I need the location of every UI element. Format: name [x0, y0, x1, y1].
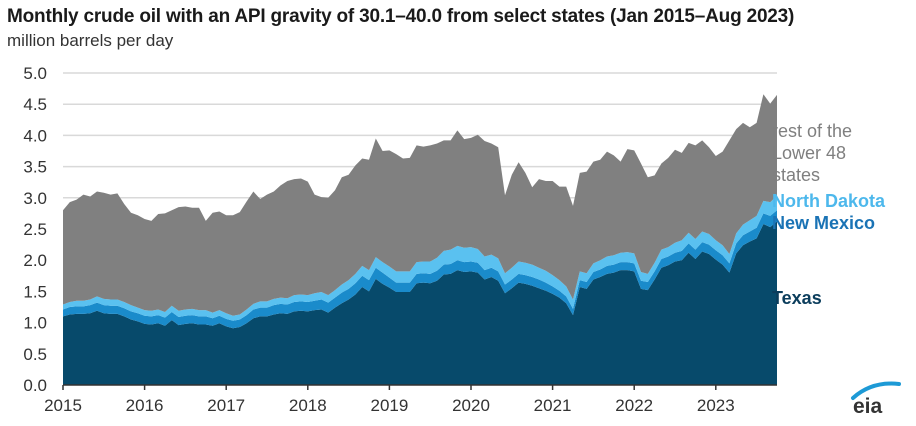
x-tick-label: 2021: [534, 396, 572, 415]
legend: rest of the Lower 48 states North Dakota…: [772, 121, 886, 308]
y-tick-label: 2.0: [23, 251, 47, 270]
y-tick-label: 5.0: [23, 64, 47, 83]
x-axis: 2015 2016 2017 2018 2019 2020 2021 2022 2023: [44, 385, 777, 415]
legend-rest-line1: rest of the: [772, 121, 852, 141]
y-tick-label: 3.0: [23, 189, 47, 208]
x-tick-label: 2017: [207, 396, 245, 415]
eia-logo: eia: [853, 384, 899, 418]
legend-new-mexico: New Mexico: [772, 213, 875, 233]
legend-rest-line3: states: [772, 165, 820, 185]
legend-north-dakota: North Dakota: [772, 191, 886, 211]
x-tick-label: 2023: [697, 396, 735, 415]
y-tick-label: 0.0: [23, 376, 47, 395]
x-tick-label: 2018: [289, 396, 327, 415]
x-tick-label: 2020: [452, 396, 490, 415]
x-tick-label: 2016: [126, 396, 164, 415]
legend-rest-line2: Lower 48: [772, 143, 846, 163]
eia-logo-text: eia: [853, 395, 883, 418]
y-tick-label: 4.0: [23, 126, 47, 145]
y-tick-label: 1.0: [23, 314, 47, 333]
y-tick-label: 0.5: [23, 345, 47, 364]
y-axis: 0.0 0.5 1.0 1.5 2.0 2.5 3.0 3.5 4.0 4.5 5.0: [23, 64, 47, 395]
x-tick-label: 2015: [44, 396, 82, 415]
y-tick-label: 2.5: [23, 220, 47, 239]
stacked-areas: [63, 94, 777, 385]
y-tick-label: 4.5: [23, 95, 47, 114]
x-tick-label: 2019: [370, 396, 408, 415]
x-tick-label: 2022: [615, 396, 653, 415]
y-tick-label: 1.5: [23, 282, 47, 301]
y-tick-label: 3.5: [23, 158, 47, 177]
legend-texas: Texas: [772, 288, 822, 308]
